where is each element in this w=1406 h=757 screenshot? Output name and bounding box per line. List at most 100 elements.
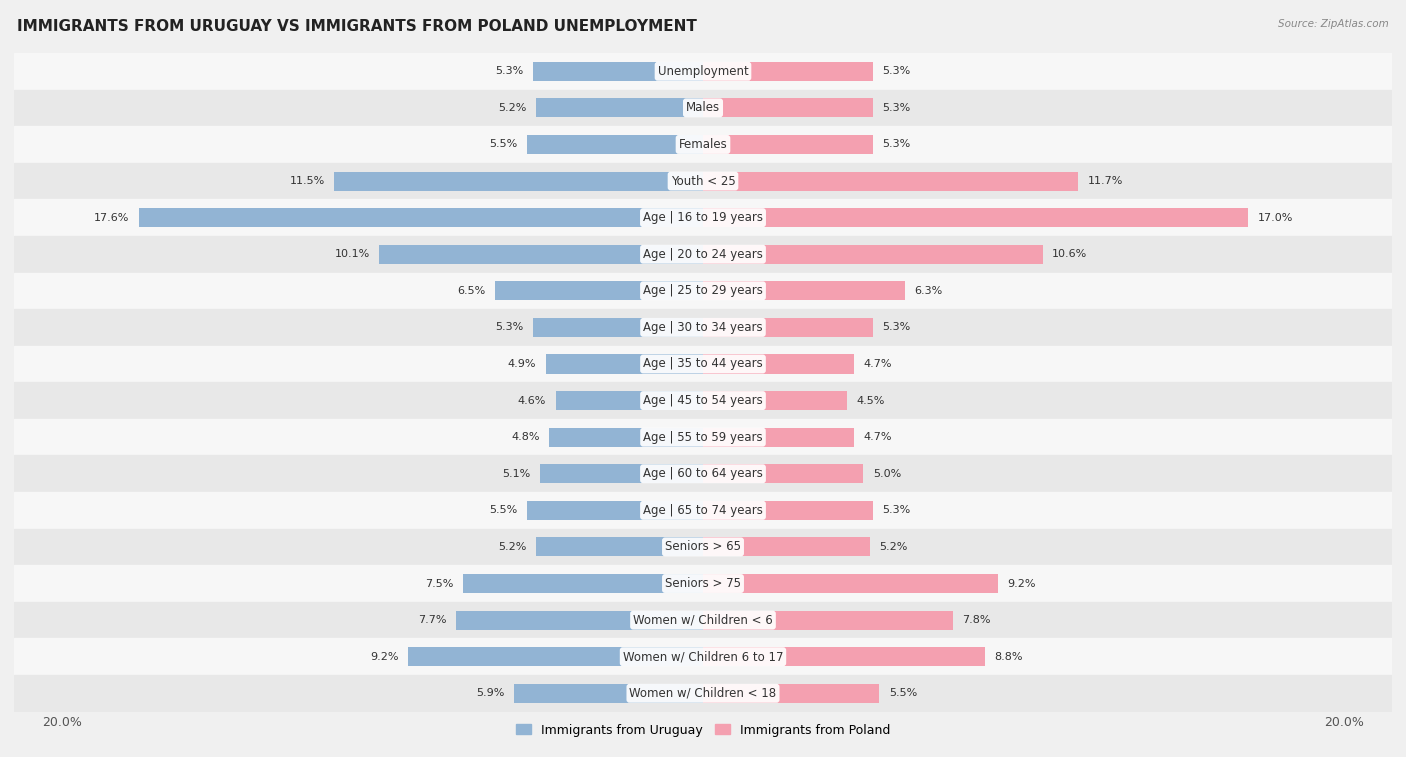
Bar [14, 126, 1392, 163]
Bar [536, 98, 703, 117]
Text: Women w/ Children 6 to 17: Women w/ Children 6 to 17 [623, 650, 783, 663]
Bar [14, 53, 1392, 89]
Text: 5.2%: 5.2% [498, 103, 527, 113]
Text: Age | 65 to 74 years: Age | 65 to 74 years [643, 504, 763, 517]
Text: Age | 35 to 44 years: Age | 35 to 44 years [643, 357, 763, 370]
Text: Seniors > 75: Seniors > 75 [665, 577, 741, 590]
Bar [703, 208, 1247, 227]
Text: 5.3%: 5.3% [883, 103, 911, 113]
Bar [703, 501, 873, 520]
Text: 9.2%: 9.2% [1008, 578, 1036, 588]
Text: Age | 20 to 24 years: Age | 20 to 24 years [643, 248, 763, 260]
Bar [703, 98, 873, 117]
Text: 5.3%: 5.3% [883, 506, 911, 516]
Bar [14, 602, 1392, 638]
Bar [703, 318, 873, 337]
Bar [14, 528, 1392, 565]
Bar [139, 208, 703, 227]
Text: 10.6%: 10.6% [1052, 249, 1087, 259]
Text: Females: Females [679, 138, 727, 151]
Bar [703, 611, 953, 630]
Text: 5.0%: 5.0% [873, 469, 901, 478]
Text: Source: ZipAtlas.com: Source: ZipAtlas.com [1278, 19, 1389, 29]
Text: Age | 60 to 64 years: Age | 60 to 64 years [643, 467, 763, 480]
Text: 5.3%: 5.3% [495, 322, 523, 332]
Text: Age | 45 to 54 years: Age | 45 to 54 years [643, 394, 763, 407]
Bar [14, 89, 1392, 126]
Bar [703, 245, 1043, 263]
Bar [495, 282, 703, 301]
Bar [380, 245, 703, 263]
Bar [14, 456, 1392, 492]
Bar [533, 62, 703, 81]
Bar [408, 647, 703, 666]
Text: Age | 16 to 19 years: Age | 16 to 19 years [643, 211, 763, 224]
Bar [14, 419, 1392, 456]
Bar [457, 611, 703, 630]
Bar [703, 647, 986, 666]
Bar [703, 62, 873, 81]
Bar [536, 537, 703, 556]
Text: 5.5%: 5.5% [889, 688, 917, 698]
Bar [14, 236, 1392, 273]
Text: 5.2%: 5.2% [498, 542, 527, 552]
Text: 8.8%: 8.8% [994, 652, 1024, 662]
Text: 17.0%: 17.0% [1257, 213, 1292, 223]
Text: Youth < 25: Youth < 25 [671, 175, 735, 188]
Text: 7.8%: 7.8% [963, 615, 991, 625]
Text: Women w/ Children < 6: Women w/ Children < 6 [633, 614, 773, 627]
Bar [14, 565, 1392, 602]
Bar [703, 172, 1078, 191]
Bar [703, 428, 853, 447]
Bar [703, 537, 870, 556]
Text: 5.5%: 5.5% [489, 139, 517, 149]
Text: 4.7%: 4.7% [863, 359, 891, 369]
Text: 11.5%: 11.5% [290, 176, 325, 186]
Bar [14, 492, 1392, 528]
Text: Males: Males [686, 101, 720, 114]
Text: 5.3%: 5.3% [883, 67, 911, 76]
Text: 4.6%: 4.6% [517, 396, 546, 406]
Text: Age | 55 to 59 years: Age | 55 to 59 years [643, 431, 763, 444]
Bar [703, 464, 863, 483]
Text: 6.3%: 6.3% [914, 286, 943, 296]
Text: 17.6%: 17.6% [94, 213, 129, 223]
Bar [703, 282, 905, 301]
Text: 5.2%: 5.2% [879, 542, 908, 552]
Bar [703, 574, 998, 593]
Bar [335, 172, 703, 191]
Text: 4.8%: 4.8% [510, 432, 540, 442]
Bar [703, 391, 848, 410]
Bar [14, 346, 1392, 382]
Text: Age | 25 to 29 years: Age | 25 to 29 years [643, 285, 763, 298]
Text: 5.3%: 5.3% [883, 139, 911, 149]
Bar [550, 428, 703, 447]
Text: 9.2%: 9.2% [370, 652, 398, 662]
Bar [540, 464, 703, 483]
Bar [533, 318, 703, 337]
Text: 4.7%: 4.7% [863, 432, 891, 442]
Text: 10.1%: 10.1% [335, 249, 370, 259]
Text: 4.9%: 4.9% [508, 359, 536, 369]
Text: 5.3%: 5.3% [883, 322, 911, 332]
Text: 5.9%: 5.9% [477, 688, 505, 698]
Bar [515, 684, 703, 702]
Text: 7.5%: 7.5% [425, 578, 453, 588]
Bar [703, 135, 873, 154]
Bar [703, 354, 853, 373]
Bar [555, 391, 703, 410]
Text: 11.7%: 11.7% [1087, 176, 1123, 186]
Text: 7.7%: 7.7% [418, 615, 447, 625]
Bar [14, 199, 1392, 236]
Legend: Immigrants from Uruguay, Immigrants from Poland: Immigrants from Uruguay, Immigrants from… [510, 718, 896, 742]
Bar [14, 273, 1392, 309]
Bar [703, 684, 879, 702]
Text: Unemployment: Unemployment [658, 65, 748, 78]
Bar [527, 501, 703, 520]
Bar [546, 354, 703, 373]
Bar [14, 163, 1392, 199]
Text: 4.5%: 4.5% [856, 396, 886, 406]
Text: Age | 30 to 34 years: Age | 30 to 34 years [643, 321, 763, 334]
Text: 6.5%: 6.5% [457, 286, 485, 296]
Bar [527, 135, 703, 154]
